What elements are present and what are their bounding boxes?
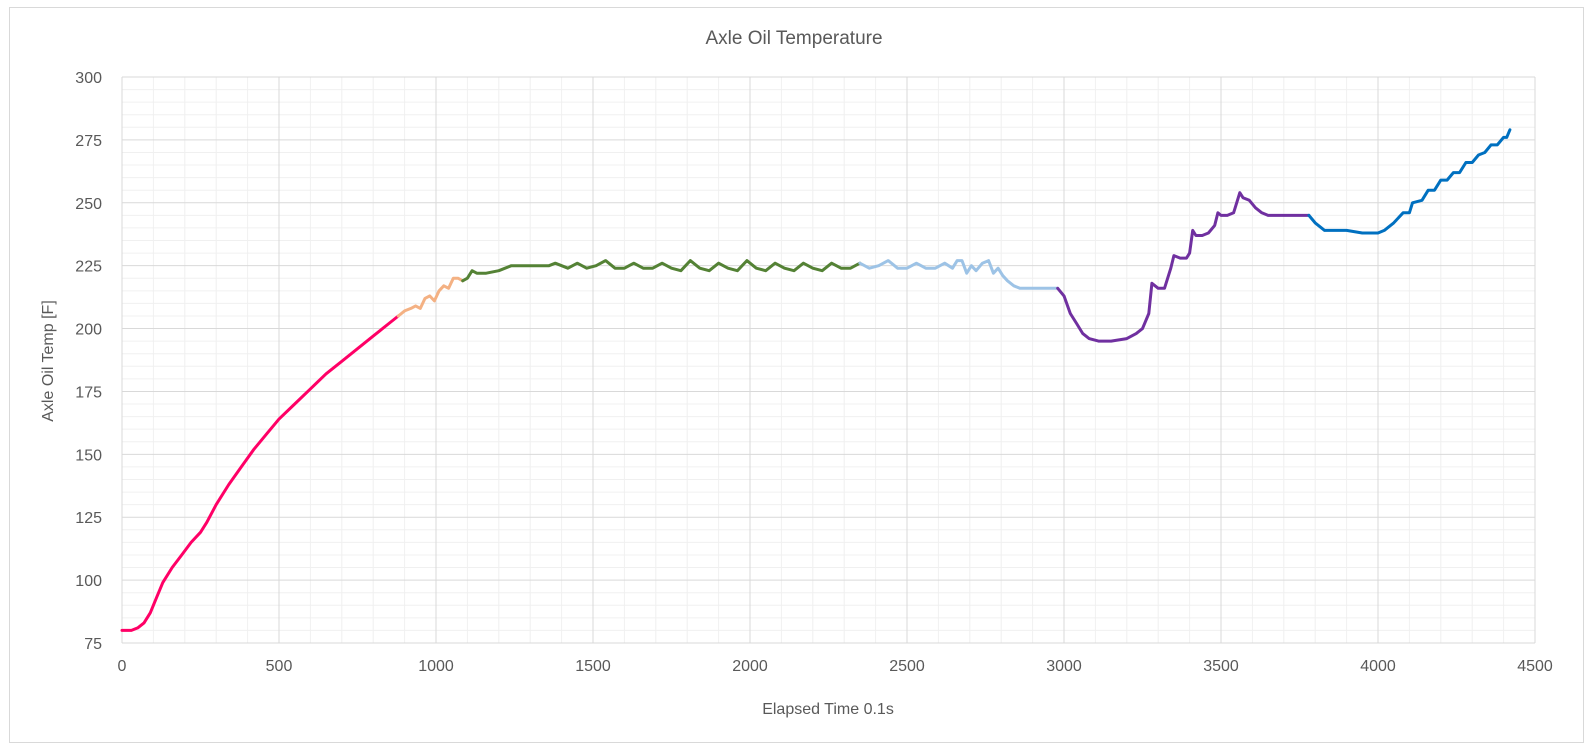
x-tick-label: 4500 bbox=[1517, 658, 1553, 675]
x-tick-label: 0 bbox=[118, 658, 127, 675]
series-line-3 bbox=[461, 259, 862, 283]
x-tick-label: 3500 bbox=[1203, 658, 1239, 675]
y-tick-label: 75 bbox=[84, 636, 102, 653]
x-tick-label: 4000 bbox=[1360, 658, 1396, 675]
x-tick-labels: 0 500 1000 1500 2000 2500 3000 3500 4000 4500 bbox=[118, 658, 1553, 675]
y-axis-title: Axle Oil Temp [F] bbox=[40, 300, 57, 422]
x-tick-label: 3000 bbox=[1046, 658, 1082, 675]
y-tick-label: 225 bbox=[75, 259, 102, 276]
x-tick-label: 1500 bbox=[575, 658, 611, 675]
x-tick-label: 500 bbox=[266, 658, 293, 675]
y-tick-label: 250 bbox=[75, 196, 102, 213]
series-line-4 bbox=[858, 259, 1060, 290]
x-axis-title: Elapsed Time 0.1s bbox=[762, 701, 894, 718]
y-tick-labels: 75 100 125 150 175 200 225 250 275 300 bbox=[75, 70, 102, 653]
minor-gridlines bbox=[122, 77, 1535, 643]
series-layer bbox=[120, 128, 1512, 632]
x-tick-label: 1000 bbox=[418, 658, 454, 675]
y-tick-label: 125 bbox=[75, 510, 102, 527]
x-tick-label: 2500 bbox=[889, 658, 925, 675]
chart-title: Axle Oil Temperature bbox=[705, 28, 882, 49]
y-tick-label: 300 bbox=[75, 70, 102, 87]
y-tick-label: 100 bbox=[75, 573, 102, 590]
major-gridlines bbox=[121, 76, 1536, 644]
y-tick-label: 275 bbox=[75, 133, 102, 150]
y-tick-label: 175 bbox=[75, 384, 102, 401]
chart-frame bbox=[9, 7, 1584, 743]
y-tick-label: 150 bbox=[75, 447, 102, 464]
x-tick-label: 2000 bbox=[732, 658, 768, 675]
series-line-1 bbox=[120, 314, 400, 632]
y-tick-label: 200 bbox=[75, 322, 102, 339]
series-line-5 bbox=[1056, 191, 1311, 343]
series-line-2 bbox=[396, 276, 465, 318]
series-line-6 bbox=[1307, 128, 1512, 235]
